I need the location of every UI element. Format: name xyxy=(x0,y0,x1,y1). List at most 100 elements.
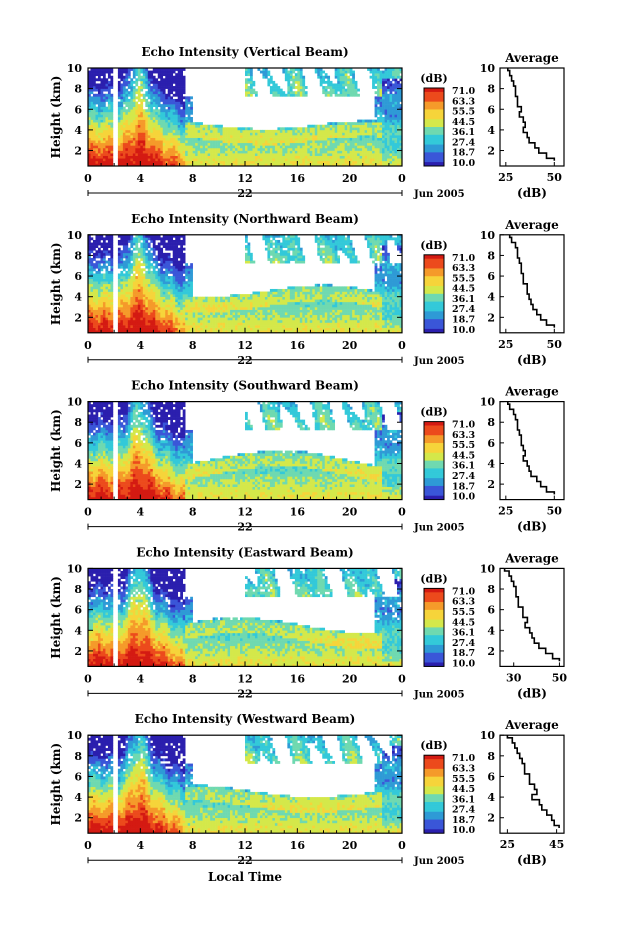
heatmap-cell xyxy=(132,265,136,269)
heatmap-cell xyxy=(187,276,191,279)
heatmap-cell xyxy=(152,158,156,162)
heatmap-cell xyxy=(152,155,156,159)
heatmap-cell xyxy=(274,88,278,92)
heatmap-cell xyxy=(324,158,328,162)
heatmap-cell xyxy=(252,140,256,144)
heatmap-cell xyxy=(264,140,268,144)
heatmap-cell xyxy=(354,93,358,97)
heatmap-cell xyxy=(304,129,308,133)
heatmap-cell xyxy=(187,155,191,159)
heatmap-cell xyxy=(220,142,223,146)
heatmap-cell xyxy=(337,158,340,162)
heatmap-cell xyxy=(167,296,171,300)
heatmap-cell xyxy=(354,158,358,162)
heatmap-cell xyxy=(90,129,94,133)
heatmap-cell xyxy=(102,245,106,248)
heatmap-cell xyxy=(379,114,383,118)
heatmap-cell xyxy=(352,163,355,167)
heatmap-cell xyxy=(105,155,109,159)
heatmap-cell xyxy=(122,101,126,105)
heatmap-cell xyxy=(207,142,211,146)
heatmap-cell xyxy=(382,86,385,89)
heatmap-cell xyxy=(175,147,179,151)
heatmap-cell xyxy=(299,132,303,136)
heatmap-cell xyxy=(90,325,94,328)
heatmap-cell xyxy=(379,137,383,141)
heatmap-cell xyxy=(135,111,139,115)
heatmap-cell xyxy=(135,312,139,316)
heatmap-cell xyxy=(177,83,181,87)
heatmap-cell xyxy=(220,150,223,154)
heatmap-cell xyxy=(102,309,106,313)
heatmap-cell xyxy=(269,88,273,92)
heatmap-cell xyxy=(392,96,395,100)
heatmap-cell xyxy=(100,88,104,92)
heatmap-cell xyxy=(322,135,326,138)
heatmap-cell xyxy=(372,124,375,128)
heatmap-cell xyxy=(175,127,179,131)
heatmap-cell xyxy=(227,147,231,151)
heatmap-cell xyxy=(102,142,106,146)
heatmap-cell xyxy=(120,322,124,326)
heatmap-cell xyxy=(389,163,393,167)
heatmap-cell xyxy=(117,163,121,167)
heatmap-cell xyxy=(170,268,174,272)
heatmap-cell xyxy=(272,163,276,167)
heatmap-cell xyxy=(125,73,129,77)
heatmap-cell xyxy=(379,117,383,120)
heatmap-cell xyxy=(217,127,221,131)
heatmap-cell xyxy=(225,137,228,141)
heatmap-cell xyxy=(157,68,161,71)
heatmap-cell xyxy=(90,288,94,292)
heatmap-cell xyxy=(170,288,174,292)
heatmap-cell xyxy=(225,322,228,326)
heatmap-cell xyxy=(97,147,101,151)
heatmap-cell xyxy=(379,132,383,136)
heatmap-cell xyxy=(160,86,164,89)
heatmap-cell xyxy=(329,142,333,146)
heatmap-cell xyxy=(135,91,139,95)
x-tick-label: 0 xyxy=(398,172,406,185)
heatmap-cell xyxy=(88,132,91,136)
heatmap-cell xyxy=(122,327,126,331)
heatmap-cell xyxy=(100,252,104,256)
heatmap-cell xyxy=(88,73,91,77)
heatmap-cell xyxy=(147,91,151,95)
heatmap-cell xyxy=(230,319,233,323)
heatmap-cell xyxy=(394,129,398,133)
heatmap-cell xyxy=(277,93,281,97)
heatmap-cell xyxy=(322,124,326,128)
heatmap-cell xyxy=(130,122,134,126)
heatmap-cell xyxy=(105,301,109,305)
heatmap-cell xyxy=(172,147,176,151)
heatmap-cell xyxy=(127,327,131,331)
heatmap-cell xyxy=(167,265,171,269)
heatmap-cell xyxy=(122,83,126,87)
heatmap-cell xyxy=(117,322,121,326)
heatmap-cell xyxy=(177,263,181,267)
heatmap-cell xyxy=(88,239,91,243)
heatmap-cell xyxy=(227,312,231,316)
heatmap-cell xyxy=(347,153,350,156)
heatmap-cell xyxy=(332,145,336,149)
heatmap-cell xyxy=(137,150,141,154)
heatmap-cell xyxy=(122,322,126,326)
heatmap-cell xyxy=(170,301,174,305)
heatmap-cell xyxy=(110,237,114,241)
heatmap-cell xyxy=(259,129,263,133)
heatmap-cell xyxy=(130,96,134,100)
heatmap-cell xyxy=(120,299,124,303)
heatmap-cell xyxy=(132,276,136,279)
heatmap-cell xyxy=(302,93,306,97)
heatmap-cell xyxy=(160,160,164,164)
heatmap-cell xyxy=(329,91,333,95)
heatmap-cell xyxy=(145,330,149,334)
heatmap-cell xyxy=(92,263,96,267)
heatmap-cell xyxy=(269,147,273,151)
heatmap-cell xyxy=(145,252,149,256)
heatmap-cell xyxy=(362,129,365,133)
heatmap-cell xyxy=(88,265,91,269)
heatmap-cell xyxy=(147,250,151,254)
heatmap-cell xyxy=(165,307,169,310)
colorbar-band xyxy=(424,88,444,91)
